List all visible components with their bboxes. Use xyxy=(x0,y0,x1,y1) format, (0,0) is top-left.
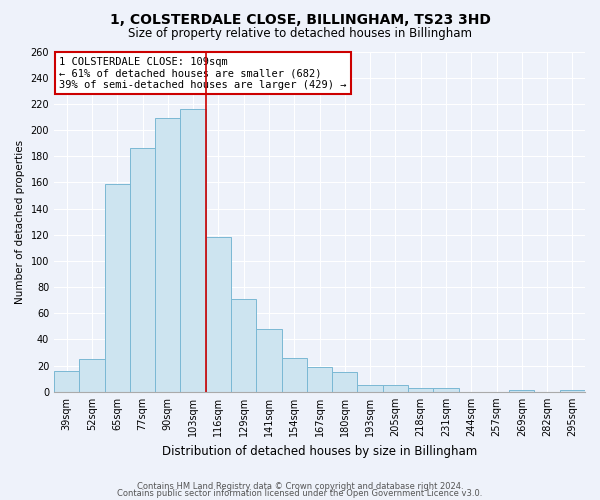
Text: Contains public sector information licensed under the Open Government Licence v3: Contains public sector information licen… xyxy=(118,489,482,498)
Bar xyxy=(332,372,358,392)
Bar xyxy=(206,238,231,392)
Bar xyxy=(155,118,181,392)
Bar xyxy=(509,390,535,392)
Bar xyxy=(408,388,433,392)
Bar xyxy=(79,359,104,392)
Bar xyxy=(358,386,383,392)
Bar xyxy=(231,299,256,392)
Bar xyxy=(256,329,281,392)
X-axis label: Distribution of detached houses by size in Billingham: Distribution of detached houses by size … xyxy=(162,444,477,458)
Bar xyxy=(307,367,332,392)
Bar xyxy=(104,184,130,392)
Bar xyxy=(433,388,458,392)
Bar xyxy=(281,358,307,392)
Bar xyxy=(54,371,79,392)
Text: 1 COLSTERDALE CLOSE: 109sqm
← 61% of detached houses are smaller (682)
39% of se: 1 COLSTERDALE CLOSE: 109sqm ← 61% of det… xyxy=(59,56,347,90)
Bar xyxy=(130,148,155,392)
Bar xyxy=(181,109,206,392)
Text: Contains HM Land Registry data © Crown copyright and database right 2024.: Contains HM Land Registry data © Crown c… xyxy=(137,482,463,491)
Y-axis label: Number of detached properties: Number of detached properties xyxy=(15,140,25,304)
Text: Size of property relative to detached houses in Billingham: Size of property relative to detached ho… xyxy=(128,28,472,40)
Bar xyxy=(383,386,408,392)
Bar xyxy=(560,390,585,392)
Text: 1, COLSTERDALE CLOSE, BILLINGHAM, TS23 3HD: 1, COLSTERDALE CLOSE, BILLINGHAM, TS23 3… xyxy=(110,12,490,26)
